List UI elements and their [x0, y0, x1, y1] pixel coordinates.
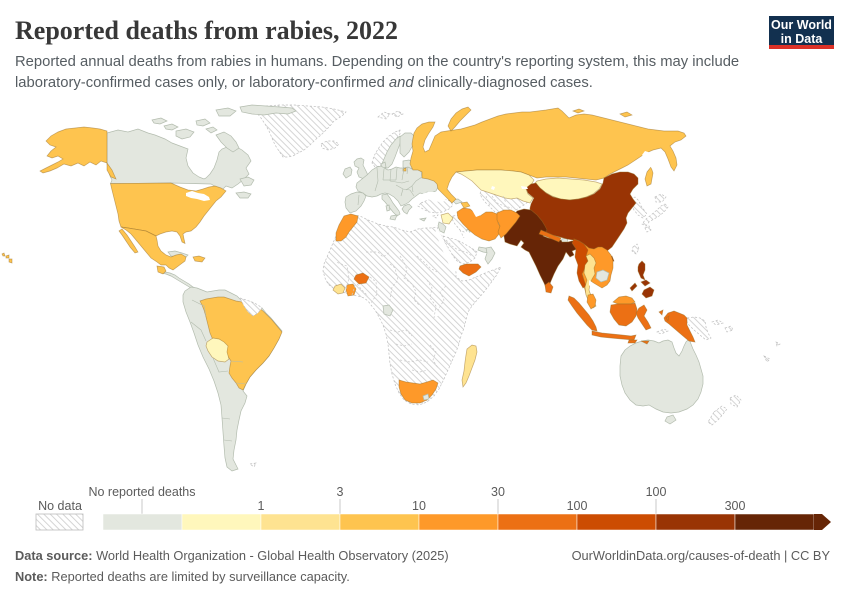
- svg-text:No data: No data: [38, 499, 82, 513]
- svg-text:No reported deaths: No reported deaths: [88, 485, 195, 499]
- svg-text:10: 10: [412, 499, 426, 513]
- svg-text:30: 30: [491, 485, 505, 499]
- svg-text:300: 300: [725, 499, 746, 513]
- svg-text:3: 3: [337, 485, 344, 499]
- svg-text:100: 100: [567, 499, 588, 513]
- svg-text:100: 100: [646, 485, 667, 499]
- svg-text:1: 1: [258, 499, 265, 513]
